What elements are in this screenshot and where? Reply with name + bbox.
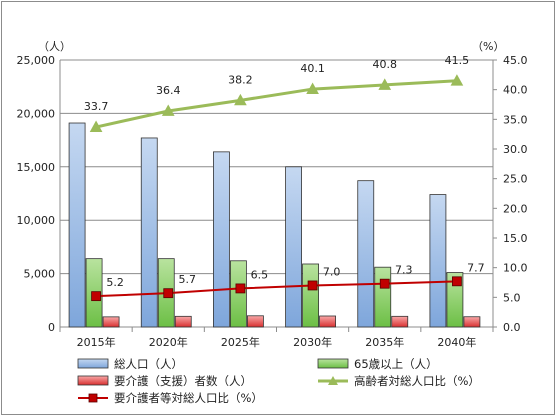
legend-swatch [77, 358, 109, 369]
legend-label: 要介護（支援）者数（人） [114, 374, 252, 388]
bar-series0 [68, 122, 86, 328]
bar-series1 [302, 263, 319, 328]
data-label-0: 41.5 [445, 54, 470, 67]
line-point-0 [378, 78, 392, 90]
x-tick-label: 2030年 [293, 335, 332, 349]
bar-series2 [319, 315, 336, 328]
legend-marker [88, 393, 98, 403]
data-label-1: 7.0 [323, 265, 341, 278]
bar-series2 [463, 316, 481, 328]
bar-series1 [374, 266, 392, 328]
bar-series1 [230, 260, 247, 328]
y-right-tick-label: 45.0 [503, 54, 528, 67]
data-label-1: 6.5 [251, 268, 269, 281]
y-left-tick-label: 15,000 [17, 161, 56, 174]
bar-series0 [140, 137, 158, 328]
x-tick-label: 2025年 [221, 335, 260, 349]
line-point-0 [161, 104, 175, 116]
y-right-tick-label: 5.0 [503, 291, 521, 304]
y-left-unit-label: （人） [38, 40, 71, 53]
bar-series2 [247, 315, 264, 328]
bar-series0 [213, 151, 230, 328]
y-right-tick-label: 25.0 [503, 173, 528, 186]
y-left-tick-label: 25,000 [17, 54, 56, 67]
data-label-0: 40.1 [300, 62, 325, 75]
data-label-1: 7.7 [467, 261, 485, 274]
bar-series2 [102, 316, 120, 328]
data-label-1: 5.7 [179, 273, 197, 286]
x-tick-label: 2040年 [437, 335, 476, 349]
line-point-1 [91, 291, 101, 302]
y-right-tick-label: 15.0 [503, 232, 528, 245]
y-left-tick-label: 20,000 [17, 107, 56, 120]
data-label-1: 7.3 [395, 264, 413, 277]
y-right-tick-label: 35.0 [503, 113, 528, 126]
y-right-unit-label: （%） [472, 40, 504, 53]
line-point-0 [450, 74, 464, 86]
y-left-tick-label: 0 [48, 321, 55, 334]
legend-label: 高齢者対総人口比（%） [354, 374, 480, 388]
legend-label: 要介護者等対総人口比（%） [114, 391, 263, 405]
y-right-tick-label: 10.0 [503, 262, 528, 275]
y-right-tick-label: 40.0 [503, 84, 528, 97]
data-label-1: 5.2 [106, 276, 124, 289]
line-series1 [96, 280, 457, 298]
bar-series0 [429, 194, 447, 328]
legend-label: 65歳以上（人） [354, 357, 438, 371]
y-left-tick-label: 5,000 [24, 268, 56, 281]
line-point-1 [235, 283, 246, 294]
line-point-1 [163, 288, 174, 299]
data-label-0: 38.2 [228, 73, 253, 86]
y-left-tick-label: 10,000 [17, 214, 56, 227]
bar-series2 [174, 315, 192, 328]
legend-label: 総人口（人） [114, 357, 183, 371]
data-label-0: 36.4 [156, 84, 181, 97]
y-right-tick-label: 20.0 [503, 202, 528, 215]
legend-marker [328, 376, 338, 385]
line-point-0 [89, 120, 103, 132]
legend-swatch [77, 375, 109, 386]
line-point-0 [234, 93, 247, 106]
line-point-0 [306, 82, 319, 94]
line-point-1 [307, 280, 318, 291]
line-point-1 [379, 278, 390, 289]
y-right-tick-label: 30.0 [503, 143, 528, 156]
data-label-0: 40.8 [373, 58, 398, 71]
bar-series2 [391, 315, 409, 328]
x-tick-label: 2035年 [365, 335, 404, 349]
legend-swatch [317, 358, 349, 369]
y-right-tick-label: 0.0 [503, 321, 521, 334]
x-tick-label: 2020年 [149, 335, 188, 349]
x-tick-label: 2015年 [77, 335, 116, 349]
line-series0 [95, 79, 458, 129]
data-label-0: 33.7 [84, 100, 109, 113]
line-point-1 [452, 276, 462, 287]
bar-series0 [285, 166, 302, 328]
bar-series0 [357, 180, 375, 328]
